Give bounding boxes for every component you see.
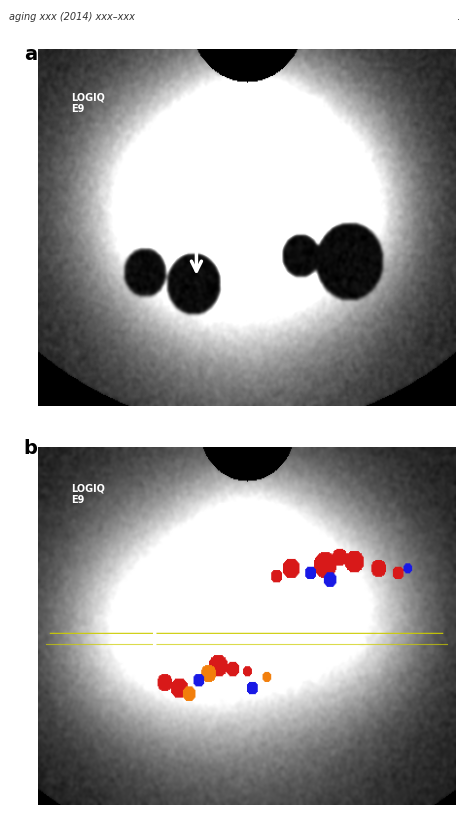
Text: aging xxx (2014) xxx–xxx: aging xxx (2014) xxx–xxx [9,12,136,22]
Text: LOGIQ
E9: LOGIQ E9 [71,92,105,114]
Text: .: . [457,12,460,22]
Text: a: a [24,45,37,64]
Text: b: b [24,439,37,458]
Text: LOGIQ
E9: LOGIQ E9 [71,483,105,505]
